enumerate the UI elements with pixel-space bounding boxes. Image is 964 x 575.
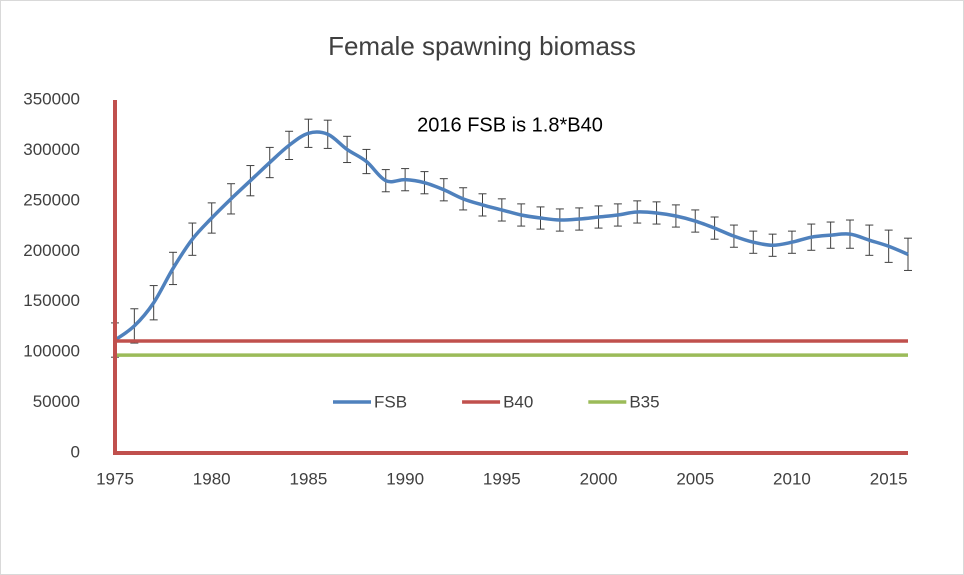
legend-label: B40 — [503, 392, 533, 411]
y-tick-label: 350000 — [23, 89, 80, 108]
y-tick-label: 150000 — [23, 291, 80, 310]
y-tick-label: 200000 — [23, 241, 80, 260]
x-tick-label: 1975 — [96, 469, 134, 488]
legend-label: B35 — [629, 392, 659, 411]
chart-title: Female spawning biomass — [328, 31, 636, 61]
legend-label: FSB — [374, 392, 407, 411]
y-tick-label: 50000 — [33, 392, 80, 411]
x-tick-label: 2000 — [580, 469, 618, 488]
x-tick-label: 1995 — [483, 469, 521, 488]
y-tick-label: 100000 — [23, 342, 80, 361]
y-tick-label: 300000 — [23, 140, 80, 159]
x-tick-label: 2005 — [676, 469, 714, 488]
series-line — [113, 130, 909, 342]
y-tick-label: 250000 — [23, 190, 80, 209]
x-tick-label: 1990 — [386, 469, 424, 488]
x-tick-label: 1985 — [290, 469, 328, 488]
annotation: 2016 FSB is 1.8*B40 — [417, 114, 603, 136]
x-tick-label: 1980 — [193, 469, 231, 488]
y-tick-label: 0 — [71, 442, 80, 461]
x-tick-label: 2010 — [773, 469, 811, 488]
x-tick-label: 2015 — [870, 469, 908, 488]
